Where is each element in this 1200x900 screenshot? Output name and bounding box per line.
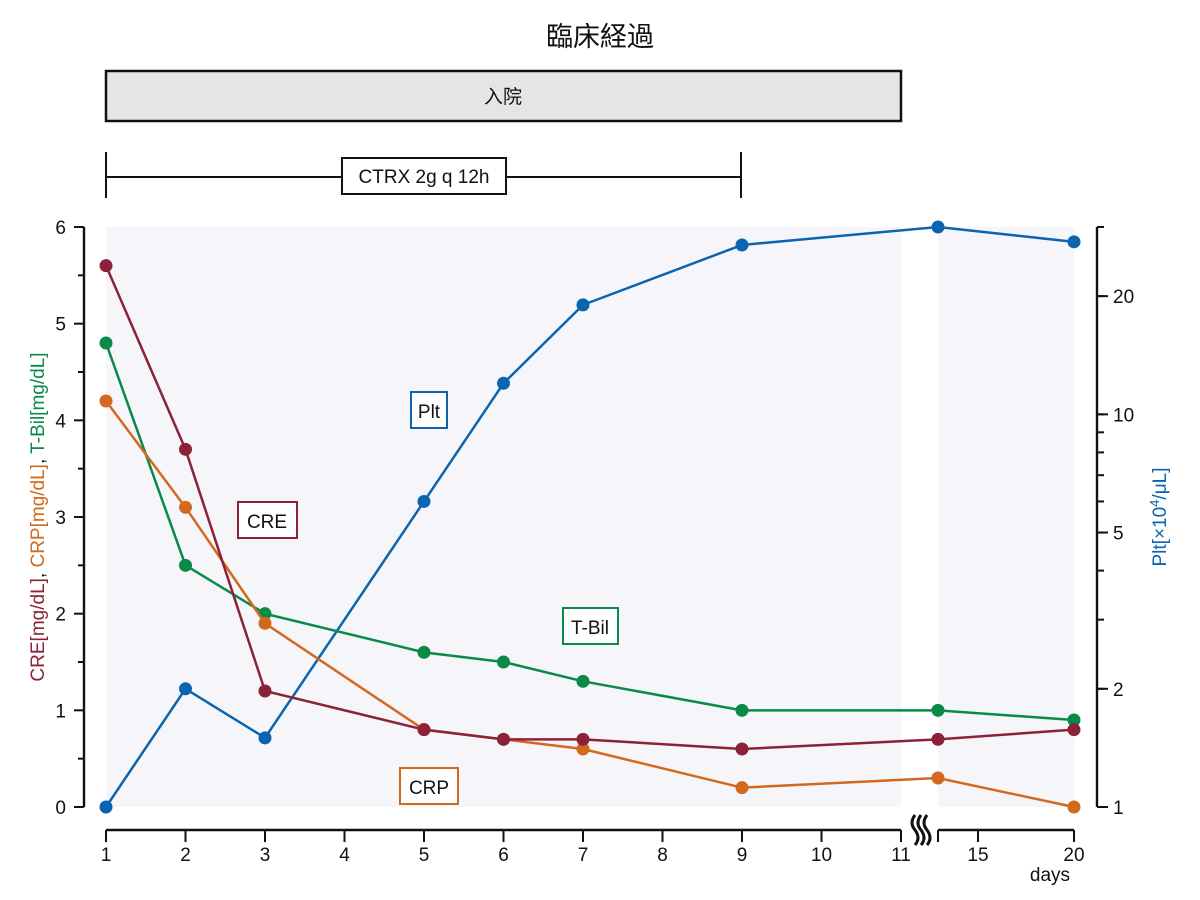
x-tick-label: 6 <box>498 845 509 866</box>
x-axis-unit: days <box>1030 865 1070 886</box>
cre-series-label-box: CRE <box>237 501 298 539</box>
cre-series-label: CRE <box>247 512 287 533</box>
left-y-axis-label: CRE[mg/dL], CRP[mg/dL], T-Bil[mg/dL] <box>28 352 49 681</box>
right-y-tick-label: 1 <box>1113 798 1124 819</box>
left-y-axis-label-part: CRE[mg/dL] <box>28 578 49 681</box>
data-point <box>931 220 945 234</box>
data-point <box>258 684 272 698</box>
data-point <box>931 703 945 717</box>
right-y-tick-label: 5 <box>1113 524 1124 545</box>
left-y-tick-label: 1 <box>55 701 66 722</box>
crp-series-label: CRP <box>409 778 449 799</box>
data-point <box>179 442 192 456</box>
data-point <box>576 298 590 312</box>
right-y-tick-label: 10 <box>1113 405 1134 426</box>
admission-bar <box>104 69 903 123</box>
data-point <box>99 394 113 408</box>
x-tick-label: 5 <box>419 845 430 866</box>
antibiotic-label-box <box>341 157 507 195</box>
left-y-ticks: 0 1 2 3 4 5 6 <box>55 218 84 819</box>
right-y-tick-label: 20 <box>1113 287 1134 308</box>
data-point <box>497 655 510 669</box>
left-y-axis-label-part: T-Bil[mg/dL] <box>28 352 49 453</box>
left-y-tick-label: 2 <box>55 605 66 626</box>
admission-label: 入院 <box>484 86 522 108</box>
data-point <box>497 376 510 390</box>
data-point <box>179 500 192 514</box>
left-y-tick-label: 4 <box>55 411 66 432</box>
data-point <box>735 703 749 717</box>
left-y-axis-label-part: , <box>28 568 49 579</box>
crp-series-label-box: CRP <box>399 767 459 805</box>
data-point <box>931 732 945 746</box>
x-tick-label: 7 <box>578 845 589 866</box>
data-point <box>99 336 113 350</box>
right-y-axis-label-base: Plt[×10 <box>1150 507 1171 567</box>
left-y-tick-label: 0 <box>55 798 66 819</box>
left-y-axis-label-part: , <box>28 454 49 464</box>
data-point <box>258 616 272 630</box>
left-y-tick-label: 6 <box>55 218 66 239</box>
right-y-tick-label: 2 <box>1113 680 1124 701</box>
series-plt <box>99 220 1081 814</box>
plt-series-label: Plt <box>418 402 441 423</box>
x-tick-label: 15 <box>967 845 988 866</box>
data-point <box>497 732 510 746</box>
data-point <box>258 731 272 745</box>
right-y-axis-label: Plt[×104/μL] <box>1147 468 1172 567</box>
data-point <box>931 771 945 785</box>
data-point <box>1067 713 1081 727</box>
data-point <box>417 494 431 508</box>
x-tick-label: 4 <box>339 845 350 866</box>
x-tick-label: 8 <box>657 845 668 866</box>
right-y-axis-label-sup: 4 <box>1147 500 1162 507</box>
series-tbil <box>99 336 1081 727</box>
left-y-tick-label: 5 <box>55 315 66 336</box>
x-tick-label: 11 <box>891 845 911 866</box>
data-point <box>99 800 113 814</box>
data-point <box>576 742 590 756</box>
x-tick-label: 9 <box>737 845 748 866</box>
data-point <box>179 558 192 572</box>
data-point <box>417 645 431 659</box>
right-y-axis-label-tail: /μL] <box>1150 468 1171 500</box>
plot-background-left <box>106 227 901 807</box>
data-point <box>735 742 749 756</box>
x-tick-label: 20 <box>1063 845 1084 866</box>
x-tick-label: 10 <box>811 845 832 866</box>
x-tick-label: 3 <box>260 845 271 866</box>
data-point <box>735 781 749 795</box>
axis-break-icon <box>910 814 932 846</box>
data-point <box>1067 235 1081 249</box>
series-cre <box>99 259 1081 756</box>
tbil-series-label-box: T-Bil <box>562 607 619 645</box>
plt-series-label-box: Plt <box>410 391 448 429</box>
left-y-axis-label-part: CRP[mg/dL] <box>28 464 49 567</box>
plot-background-right <box>938 227 1074 807</box>
data-point <box>1067 800 1081 814</box>
right-y-ticks: 1 2 5 10 20 <box>1097 226 1134 819</box>
data-point <box>99 259 113 273</box>
data-point <box>417 723 431 737</box>
data-point <box>179 682 192 696</box>
tbil-series-label: T-Bil <box>571 618 609 639</box>
data-point <box>576 674 590 688</box>
data-point <box>1067 723 1081 737</box>
x-tick-label: 2 <box>180 845 191 866</box>
chart-title: 臨床経過 <box>546 22 654 53</box>
data-point <box>576 732 590 746</box>
data-point <box>735 238 749 252</box>
left-y-tick-label: 3 <box>55 508 66 529</box>
antibiotic-label: CTRX 2g q 12h <box>359 167 490 188</box>
x-tick-label: 1 <box>101 845 112 866</box>
x-ticks: 1 2 3 4 5 6 7 8 9 10 11 15 20 <box>101 830 1085 866</box>
series-layer <box>99 220 1081 814</box>
